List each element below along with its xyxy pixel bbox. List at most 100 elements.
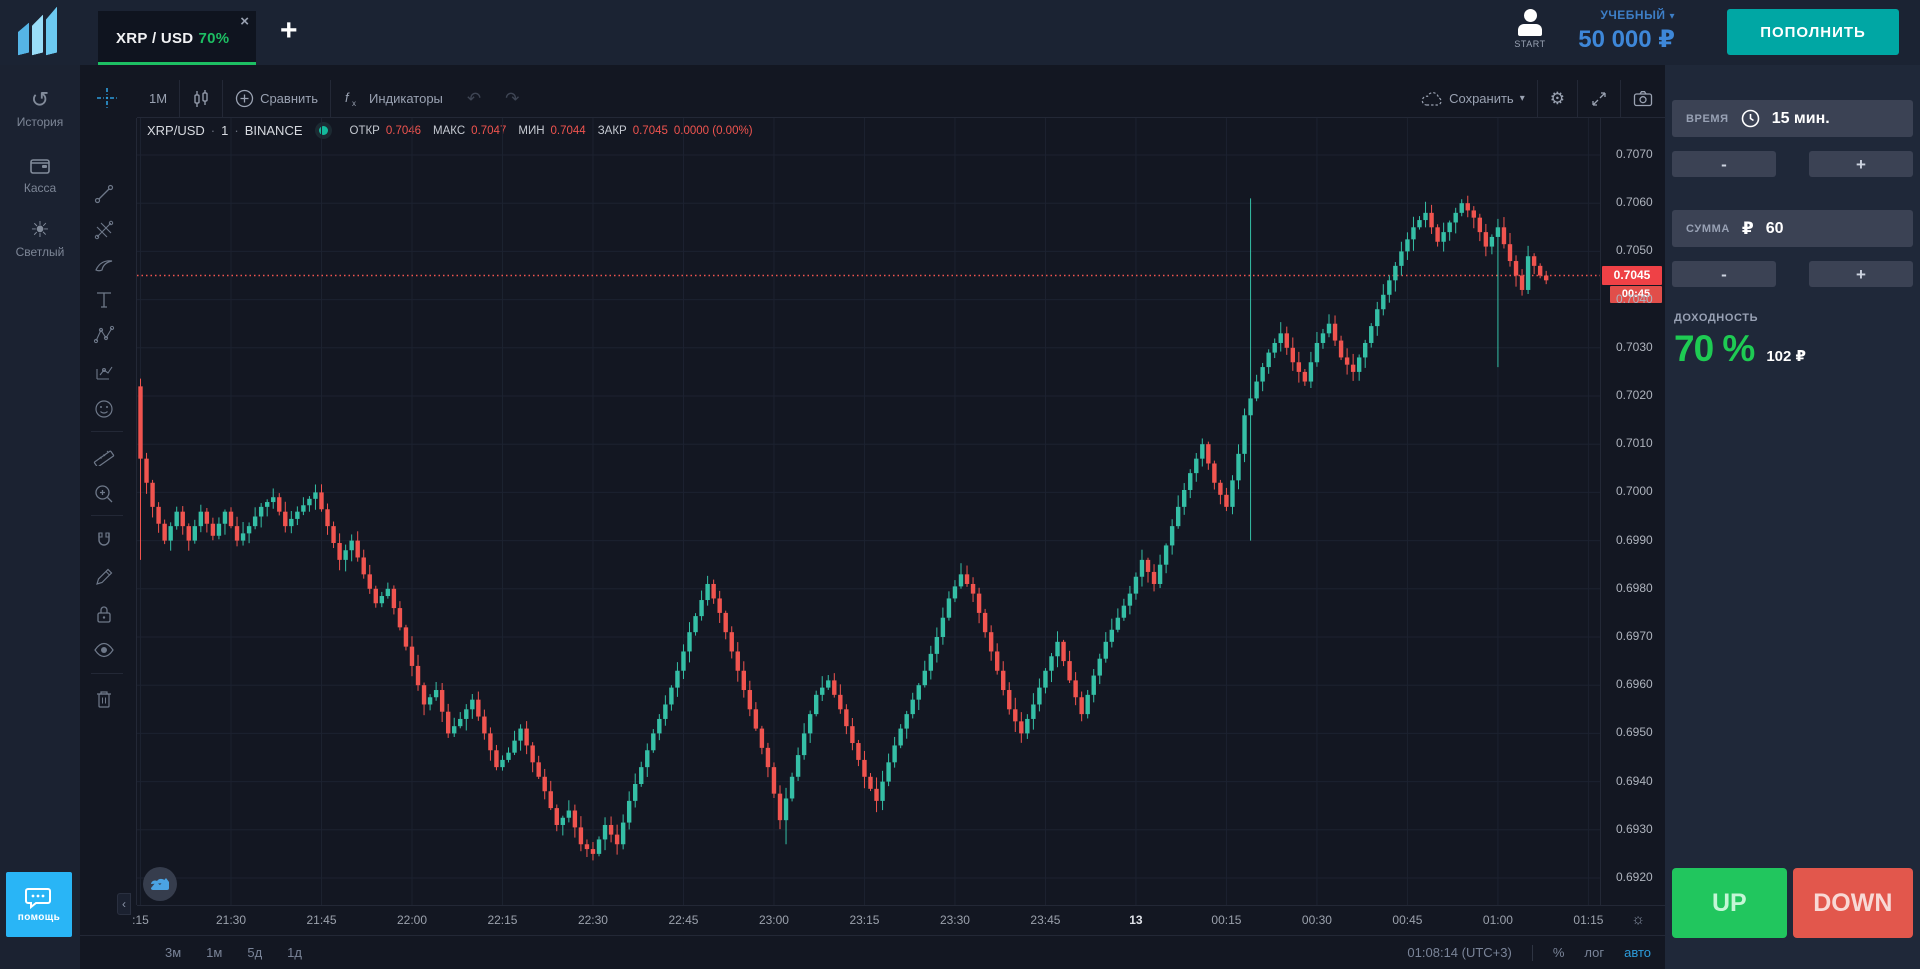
trend-line-tool[interactable] [93, 183, 115, 205]
compare-button[interactable]: Сравнить [223, 80, 330, 118]
deposit-button[interactable]: ПОПОЛНИТЬ [1727, 9, 1899, 55]
price-tick: 0.6970 [1616, 629, 1653, 643]
interval-button[interactable]: 1M [137, 80, 179, 118]
app-logo[interactable] [16, 9, 66, 57]
time-tick: 00:30 [1301, 913, 1332, 927]
brush-tool[interactable] [93, 254, 115, 276]
log-scale-button[interactable]: лог [1584, 945, 1605, 960]
candlestick-chart[interactable] [137, 118, 1600, 905]
time-tick: 22:30 [577, 913, 608, 927]
undo-button[interactable]: ↶ [455, 80, 493, 118]
drawing-mode-tool[interactable] [93, 566, 115, 588]
lock-drawings-tool[interactable] [93, 603, 115, 625]
chevron-down-icon: ▾ [1669, 11, 1675, 22]
up-button[interactable]: UP [1672, 868, 1787, 938]
account-type-dropdown[interactable]: УЧЕБНЫЙ ▾ [1600, 8, 1675, 22]
time-tick: 23:45 [1030, 913, 1061, 927]
price-tick: 0.6940 [1616, 773, 1653, 788]
balance[interactable]: 50 000 ₽ [1578, 26, 1675, 53]
amount-field[interactable]: СУММА ₽ 60 [1672, 210, 1913, 247]
screenshot-button[interactable] [1621, 80, 1665, 118]
time-tick: 00:45 [1392, 913, 1423, 927]
range-1m-button[interactable]: 1м [206, 945, 223, 960]
time-decrease-button[interactable]: - [1672, 151, 1776, 177]
sidebar-item-theme[interactable]: ☀ Светлый [0, 219, 80, 260]
clock-icon [1741, 109, 1759, 128]
payout-percent: 70 % [1674, 328, 1755, 369]
ruble-icon: ₽ [1741, 218, 1754, 238]
save-layout-button[interactable]: Сохранить ▾ [1409, 80, 1537, 118]
payout-row: 70 % 102 ₽ [1672, 328, 1913, 370]
gann-fib-tool[interactable] [93, 219, 115, 241]
price-axis[interactable]: 0.7045 00:45 0.7070 0.7060 0.7050 0.7040 0.7… [1600, 118, 1665, 905]
hide-drawings-tool[interactable] [93, 639, 115, 661]
auto-scale-button[interactable]: авто [1624, 945, 1651, 960]
crosshair-tool-button[interactable] [96, 87, 118, 109]
legend-exchange: BINANCE [244, 123, 303, 138]
time-axis-settings-button[interactable]: ☼ [1631, 911, 1645, 928]
time-field[interactable]: ВРЕМЯ 15 мин. [1672, 100, 1913, 137]
tab-payout: 70% [198, 30, 230, 47]
chart-style-button[interactable] [180, 80, 222, 118]
price-tick: 0.7040 [1616, 291, 1653, 306]
chevron-down-icon: ▾ [1519, 93, 1525, 104]
price-tick: 0.6920 [1616, 870, 1653, 884]
avatar-icon [1518, 24, 1542, 36]
fullscreen-button[interactable] [1578, 80, 1620, 118]
fullscreen-icon [1592, 91, 1606, 106]
text-tool[interactable] [93, 289, 115, 311]
price-tick: 0.6990 [1616, 532, 1653, 547]
remove-drawings-tool[interactable] [93, 688, 115, 710]
help-button[interactable]: помощь [6, 872, 72, 937]
time-tick: 23:15 [849, 913, 880, 927]
amount-stepper: - + [1672, 261, 1913, 287]
legend-change: 0.0000 (0.00%) [673, 124, 753, 137]
forecast-tool[interactable] [93, 361, 115, 383]
price-tick: 0.7020 [1616, 388, 1653, 402]
emoji-tool[interactable] [93, 398, 115, 420]
time-tick: 00:15 [1211, 913, 1242, 927]
current-price-flag: 0.7045 [1602, 266, 1662, 285]
sidebar-item-history[interactable]: ↺ История [0, 89, 80, 130]
time-increase-button[interactable]: + [1809, 151, 1913, 177]
price-tick: 0.7000 [1616, 484, 1653, 499]
range-1d-button[interactable]: 1д [287, 945, 302, 960]
percent-scale-button[interactable]: % [1552, 945, 1565, 960]
legend-high: 0.7047 [471, 124, 507, 137]
time-tick: 22:45 [668, 913, 699, 927]
time-tick: 21:30 [215, 913, 246, 927]
down-button[interactable]: DOWN [1792, 868, 1913, 938]
pattern-tool[interactable] [93, 324, 115, 346]
server-clock[interactable]: 01:08:14 (UTC+3) [1407, 945, 1512, 960]
close-tab-button[interactable]: × [240, 13, 249, 30]
amount-decrease-button[interactable]: - [1672, 261, 1776, 287]
range-5d-button[interactable]: 5д [247, 945, 263, 960]
instrument-quick-button[interactable] [143, 867, 177, 901]
crosshair-icon [97, 88, 117, 108]
time-tick: 01:00 [1482, 913, 1513, 927]
measure-tool[interactable] [93, 444, 115, 466]
market-status-dot [318, 126, 328, 135]
range-3m-button[interactable]: 3м [165, 945, 182, 960]
time-tick: 13 [1129, 913, 1143, 927]
camera-icon [1633, 91, 1653, 107]
zoom-in-tool[interactable] [93, 483, 115, 505]
time-axis[interactable]: ☼ :15 21:30 21:45 22:00 22:15 22:30 22:45 23:00… [132, 905, 1665, 935]
amount-increase-button[interactable]: + [1809, 261, 1913, 287]
chart-settings-button[interactable]: ⚙ [1538, 80, 1577, 118]
instrument-tab[interactable]: XRP / USD 70% × [98, 11, 256, 65]
price-tick: 0.7010 [1616, 436, 1653, 451]
collapse-toolbar-button[interactable]: ‹ [117, 893, 131, 915]
chat-icon [25, 888, 51, 910]
sidebar-item-cashier[interactable]: Касса [0, 153, 80, 195]
legend-low: 0.7044 [550, 124, 586, 137]
app-sidebar: ↺ История Касса ☀ Светлый помощь [0, 65, 80, 969]
account-avatar[interactable]: START [1513, 9, 1547, 49]
add-tab-button[interactable]: + [280, 14, 298, 47]
redo-button[interactable]: ↷ [493, 80, 531, 118]
price-tick: 0.6930 [1616, 821, 1653, 836]
magnet-tool[interactable] [93, 530, 115, 552]
